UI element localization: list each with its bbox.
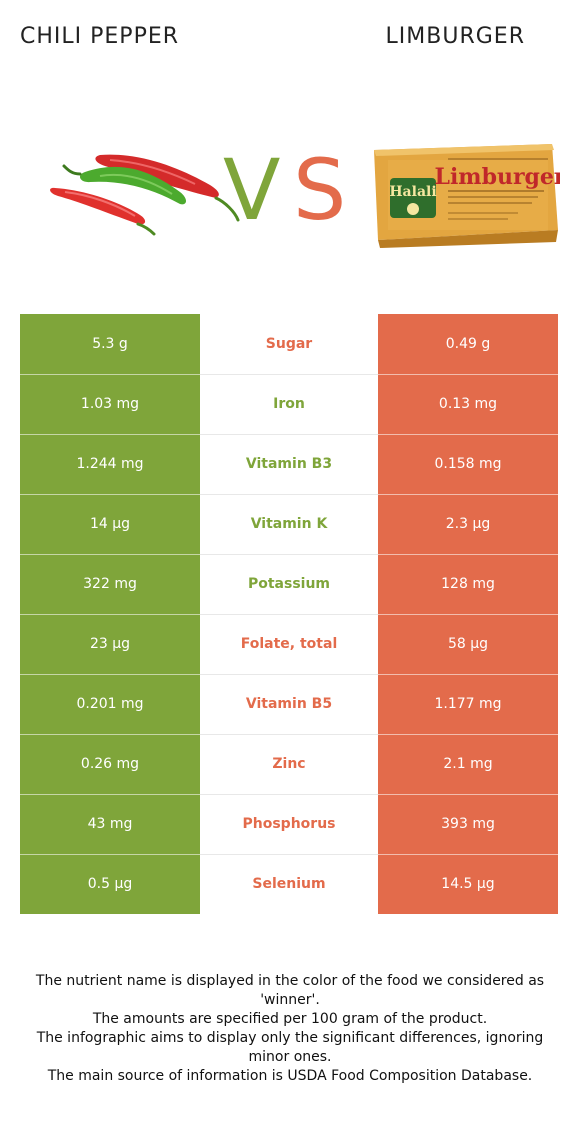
left-value-cell: 1.244 mg bbox=[20, 434, 200, 494]
left-value-cell: 14 µg bbox=[20, 494, 200, 554]
row-divider-middle bbox=[200, 614, 378, 615]
row-divider-middle bbox=[200, 554, 378, 555]
chili-pepper-image bbox=[50, 154, 240, 236]
left-value-cell: 5.3 g bbox=[20, 314, 200, 374]
right-value-cell: 2.1 mg bbox=[378, 734, 558, 794]
right-value-cell: 393 mg bbox=[378, 794, 558, 854]
nutrient-name-cell: Iron bbox=[200, 374, 378, 434]
row-divider-middle bbox=[200, 674, 378, 675]
left-food-title: CHILI PEPPER bbox=[20, 24, 180, 49]
nutrient-name-cell: Vitamin K bbox=[200, 494, 378, 554]
right-value-cell: 2.3 µg bbox=[378, 494, 558, 554]
table-row: 14 µg Vitamin K 2.3 µg bbox=[20, 494, 558, 554]
left-value-cell: 322 mg bbox=[20, 554, 200, 614]
nutrient-name-cell: Zinc bbox=[200, 734, 378, 794]
nutrient-name-cell: Vitamin B3 bbox=[200, 434, 378, 494]
left-value-cell: 43 mg bbox=[20, 794, 200, 854]
table-row: 23 µg Folate, total 58 µg bbox=[20, 614, 558, 674]
left-value-cell: 23 µg bbox=[20, 614, 200, 674]
right-value-cell: 0.49 g bbox=[378, 314, 558, 374]
row-divider-middle bbox=[200, 374, 378, 375]
table-row: 0.201 mg Vitamin B5 1.177 mg bbox=[20, 674, 558, 734]
nutrient-name-cell: Vitamin B5 bbox=[200, 674, 378, 734]
table-row: 1.244 mg Vitamin B3 0.158 mg bbox=[20, 434, 558, 494]
row-divider-middle bbox=[200, 434, 378, 435]
package-product-text: Limburger bbox=[434, 164, 560, 190]
table-row: 0.5 µg Selenium 14.5 µg bbox=[20, 854, 558, 914]
table-row: 5.3 g Sugar 0.49 g bbox=[20, 314, 558, 374]
nutrient-name-cell: Folate, total bbox=[200, 614, 378, 674]
nutrient-name-cell: Sugar bbox=[200, 314, 378, 374]
footer-line-winner-color: The nutrient name is displayed in the co… bbox=[35, 973, 545, 1008]
left-value-cell: 0.26 mg bbox=[20, 734, 200, 794]
footer-line-source: The main source of information is USDA F… bbox=[47, 1068, 533, 1084]
table-row: 43 mg Phosphorus 393 mg bbox=[20, 794, 558, 854]
right-value-cell: 0.13 mg bbox=[378, 374, 558, 434]
left-value-cell: 0.5 µg bbox=[20, 854, 200, 914]
table-row: 0.26 mg Zinc 2.1 mg bbox=[20, 734, 558, 794]
right-value-cell: 1.177 mg bbox=[378, 674, 558, 734]
nutrient-name-cell: Selenium bbox=[200, 854, 378, 914]
right-value-cell: 14.5 µg bbox=[378, 854, 558, 914]
right-food-title: LIMBURGER bbox=[385, 24, 525, 49]
right-value-cell: 128 mg bbox=[378, 554, 558, 614]
package-brand-text: Halali bbox=[389, 184, 436, 200]
right-value-cell: 58 µg bbox=[378, 614, 558, 674]
row-divider-middle bbox=[200, 854, 378, 855]
comparison-table: 5.3 g Sugar 0.49 g 1.03 mg Iron 0.13 mg 1.244 … bbox=[20, 314, 558, 914]
footer-notes: The nutrient name is displayed in the co… bbox=[15, 972, 565, 1086]
left-value-cell: 0.201 mg bbox=[20, 674, 200, 734]
footer-line-aim: The infographic aims to display only the… bbox=[36, 1030, 544, 1065]
limburger-cheese-package-image: Halali Limburger bbox=[374, 144, 560, 248]
vs-letter-v: V bbox=[223, 141, 281, 239]
row-divider-middle bbox=[200, 734, 378, 735]
row-divider-middle bbox=[200, 494, 378, 495]
nutrient-name-cell: Phosphorus bbox=[200, 794, 378, 854]
table-row: 1.03 mg Iron 0.13 mg bbox=[20, 374, 558, 434]
table-row: 322 mg Potassium 128 mg bbox=[20, 554, 558, 614]
footer-line-amounts: The amounts are specified per 100 gram o… bbox=[92, 1011, 488, 1027]
row-divider-middle bbox=[200, 794, 378, 795]
vs-letter-s: S bbox=[293, 141, 347, 239]
nutrient-name-cell: Potassium bbox=[200, 554, 378, 614]
right-value-cell: 0.158 mg bbox=[378, 434, 558, 494]
left-value-cell: 1.03 mg bbox=[20, 374, 200, 434]
